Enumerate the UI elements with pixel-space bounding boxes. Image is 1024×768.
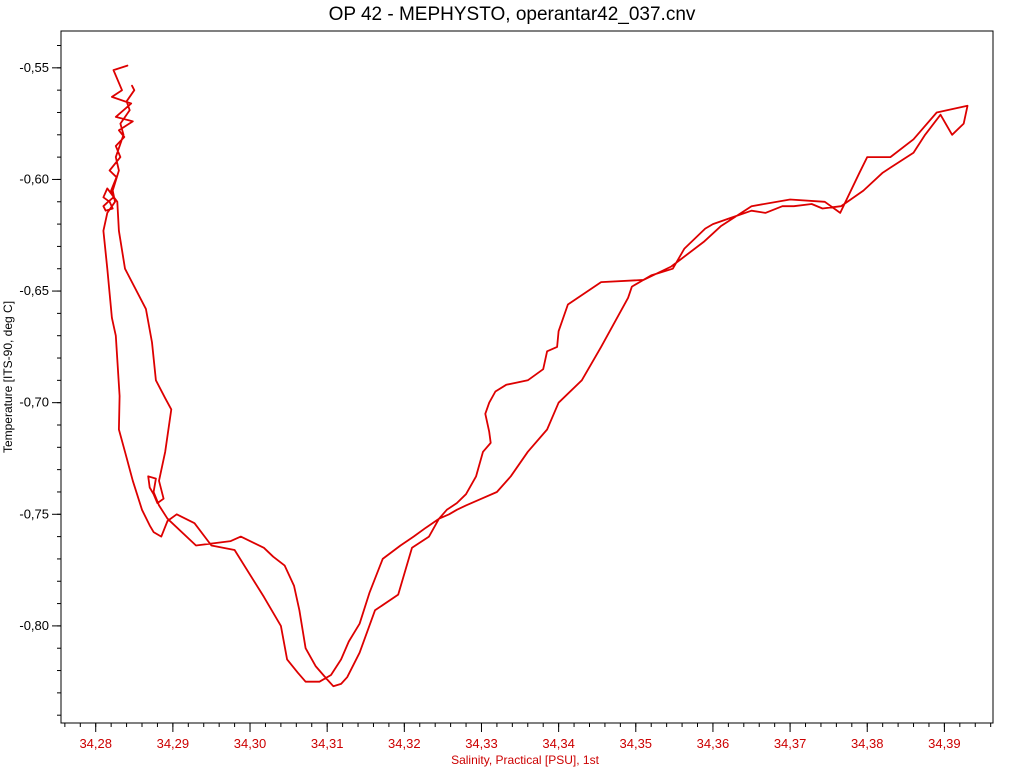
y-axis: -0,55 -0,60 -0,65 -0,70 -0,75 -0,80 bbox=[19, 45, 61, 716]
temperature-salinity-line bbox=[102, 64, 969, 688]
x-tick-label: 34,38 bbox=[851, 736, 884, 751]
x-tick-label: 34,30 bbox=[234, 736, 267, 751]
y-tick-label: -0,55 bbox=[19, 60, 49, 75]
x-tick-label: 34,32 bbox=[388, 736, 421, 751]
plot-frame bbox=[60, 30, 994, 724]
x-tick-label: 34,33 bbox=[465, 736, 498, 751]
y-tick-label: -0,60 bbox=[19, 171, 49, 186]
x-tick-label: 34,34 bbox=[542, 736, 575, 751]
x-axis-label: Salinity, Practical [PSU], 1st bbox=[451, 753, 599, 767]
y-tick-label: -0,70 bbox=[19, 395, 49, 410]
y-tick-label: -0,65 bbox=[19, 283, 49, 298]
x-tick-label: 34,29 bbox=[157, 736, 190, 751]
x-tick-label: 34,28 bbox=[79, 736, 112, 751]
y-axis-label: Temperature [ITS-90, deg C] bbox=[1, 301, 15, 453]
x-tick-label: 34,39 bbox=[928, 736, 961, 751]
x-tick-label: 34,35 bbox=[620, 736, 653, 751]
x-tick-label: 34,36 bbox=[697, 736, 730, 751]
chart-title: OP 42 - MEPHYSTO, operantar42_037.cnv bbox=[329, 4, 696, 25]
y-tick-label: -0,75 bbox=[19, 506, 49, 521]
y-tick-label: -0,80 bbox=[19, 618, 49, 633]
x-tick-label: 34,31 bbox=[311, 736, 344, 751]
x-axis: 34,28 34,29 34,30 34,31 34,32 34,33 34,34 34,35… bbox=[64, 723, 992, 751]
series-layer bbox=[102, 64, 969, 688]
x-tick-label: 34,37 bbox=[774, 736, 807, 751]
